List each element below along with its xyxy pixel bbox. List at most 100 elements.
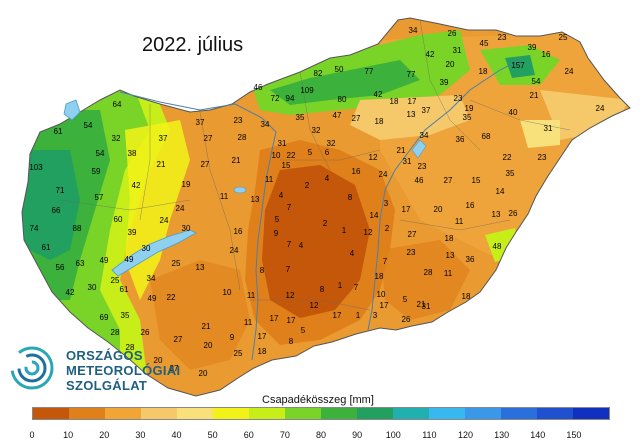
station-value: 39 (528, 43, 537, 52)
station-value: 23 (418, 162, 427, 171)
station-value: 60 (114, 215, 123, 224)
station-value: 4 (350, 249, 355, 258)
lake-balaton (111, 229, 197, 277)
legend-swatch (105, 408, 141, 419)
station-value: 12 (364, 228, 373, 237)
station-value: 12 (369, 153, 378, 162)
station-value: 25 (559, 33, 568, 42)
station-value: 27 (204, 134, 213, 143)
station-value: 21 (202, 322, 211, 331)
logo-line-3: SZOLGÁLAT (66, 378, 148, 393)
station-value: 27 (170, 364, 179, 373)
legend-swatch (501, 408, 537, 419)
station-value: 94 (286, 94, 295, 103)
station-value: 1 (342, 226, 347, 235)
station-value: 36 (456, 135, 465, 144)
station-value: 37 (196, 118, 205, 127)
station-value: 11 (455, 217, 464, 226)
station-value: 16 (234, 227, 243, 236)
station-value: 16 (466, 201, 475, 210)
station-value: 45 (480, 39, 489, 48)
station-value: 36 (466, 255, 475, 264)
station-value: 18 (445, 234, 454, 243)
station-value: 77 (365, 67, 374, 76)
station-value: 5 (275, 215, 280, 224)
station-value: 3 (373, 311, 378, 320)
station-value: 17 (270, 314, 279, 323)
station-value: 25 (111, 276, 120, 285)
station-value: 11 (220, 192, 229, 201)
station-value: 13 (446, 251, 455, 260)
legend-swatch (141, 408, 177, 419)
station-value: 20 (154, 356, 163, 365)
station-value: 88 (73, 224, 82, 233)
station-value: 30 (142, 244, 151, 253)
station-value: 74 (30, 224, 39, 233)
station-value: 9 (274, 229, 279, 238)
station-value: 9 (230, 333, 235, 342)
station-value: 18 (462, 292, 471, 301)
station-value: 17 (287, 316, 296, 325)
legend-tick-label: 150 (566, 430, 582, 440)
station-value: 80 (338, 95, 347, 104)
station-value: 31 (403, 157, 412, 166)
legend-swatch (393, 408, 429, 419)
legend-tick-label: 50 (207, 430, 218, 440)
station-value: 35 (296, 113, 305, 122)
station-value: 21 (232, 156, 241, 165)
station-value: 39 (128, 228, 137, 237)
station-value: 19 (465, 104, 474, 113)
legend-color-bar (32, 407, 610, 420)
legend-tick-label: 0 (29, 430, 35, 440)
station-value: 31 (544, 124, 553, 133)
station-value: 18 (258, 347, 267, 356)
country-border (21, 17, 631, 397)
station-value: 61 (120, 285, 129, 294)
station-value: 5 (301, 326, 306, 335)
station-value: 42 (426, 50, 435, 59)
station-value: 7 (287, 240, 292, 249)
station-value: 18 (375, 117, 384, 126)
station-value: 35 (463, 113, 472, 122)
station-value: 27 (352, 114, 361, 123)
station-value: 21 (417, 300, 426, 309)
station-value: 35 (121, 311, 130, 320)
station-value: 10 (272, 151, 281, 160)
station-value: 8 (320, 285, 325, 294)
river-tisza (367, 59, 521, 331)
omsz-logo-mark (10, 346, 54, 390)
station-value: 59 (92, 167, 101, 176)
station-value: 23 (407, 248, 416, 257)
legend-swatch (33, 408, 69, 419)
station-value: 2 (305, 181, 310, 190)
river-danube (119, 91, 277, 361)
station-value: 26 (402, 315, 411, 324)
logo-line-1: ORSZÁGOS (66, 348, 143, 363)
station-value: 35 (506, 169, 515, 178)
station-value: 23 (538, 153, 547, 162)
station-value: 23 (498, 33, 507, 42)
legend-swatch (429, 408, 465, 419)
station-value: 21 (157, 160, 166, 169)
station-value: 16 (352, 167, 361, 176)
station-value: 27 (201, 160, 210, 169)
station-value: 5 (403, 295, 408, 304)
legend-tick-label: 20 (99, 430, 110, 440)
map-title: 2022. július (142, 34, 244, 56)
station-value: 17 (333, 311, 342, 320)
station-value: 17 (408, 97, 417, 106)
legend-swatch (465, 408, 501, 419)
station-value: 5 (308, 148, 313, 157)
legend-tick-label: 80 (315, 430, 327, 440)
station-value: 7 (383, 257, 388, 266)
station-value: 11 (444, 269, 453, 278)
station-value: 57 (95, 193, 104, 202)
station-value: 28 (424, 268, 433, 277)
station-value: 37 (159, 134, 168, 143)
station-value: 103 (29, 163, 43, 172)
station-value: 15 (472, 176, 481, 185)
station-value: 27 (174, 335, 183, 344)
station-value: 13 (492, 210, 501, 219)
station-value: 11 (265, 175, 274, 184)
